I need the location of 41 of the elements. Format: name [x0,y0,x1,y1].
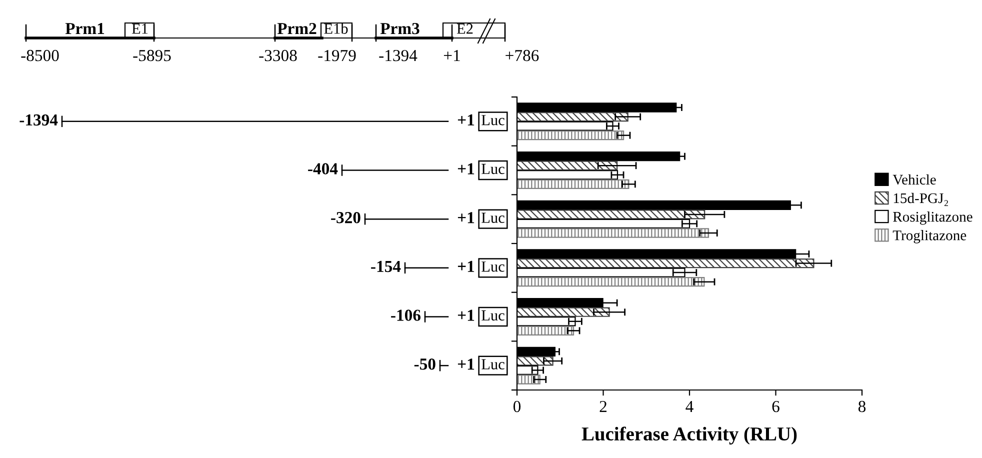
text: -50 [414,358,436,370]
text: +1 [458,260,474,272]
text: E2 [456,24,473,34]
text: +1 [458,212,474,224]
text: Luc [482,164,504,174]
x-tick-label: 4 [686,401,694,412]
legend-label: 15d-PGJ₂ [894,192,948,206]
text: -3308 [259,50,297,62]
text: +1 [458,163,474,174]
x-tick-label: 6 [772,400,780,412]
legend-label: Rosiglitazone [893,211,972,225]
text: E1 [132,24,148,34]
text: E1b [324,23,348,34]
text: -1394 [20,114,58,126]
text: Luc [482,359,504,370]
text: -154 [371,260,401,272]
legend-label: Vehicle [892,174,936,185]
text: Luc [482,262,504,272]
text: +786 [506,50,539,62]
text: Luc [482,115,504,126]
text: -1979 [318,50,356,62]
text: Prm2 [277,22,316,34]
text: Luc [482,310,504,321]
text: +1 [458,310,474,321]
x-tick-label: 2 [600,400,606,412]
legend-label: Troglitazone [892,230,966,244]
text: Prm1 [65,23,104,34]
text: -5895 [133,50,171,62]
text: -1394 [379,50,418,62]
text: -320 [331,212,360,224]
x-tick-label: 8 [858,400,866,412]
text: -106 [391,310,421,321]
x-axis-title: Luciferase Activity (RLU) [582,426,797,445]
text: +1 [458,114,474,126]
text: +1 [444,50,460,62]
text: Luc [482,212,504,223]
text: Prm3 [380,22,420,34]
text: +1 [458,358,474,370]
text: -8500 [21,50,59,62]
x-tick-label: 0 [513,400,521,412]
text: -404 [308,163,338,174]
